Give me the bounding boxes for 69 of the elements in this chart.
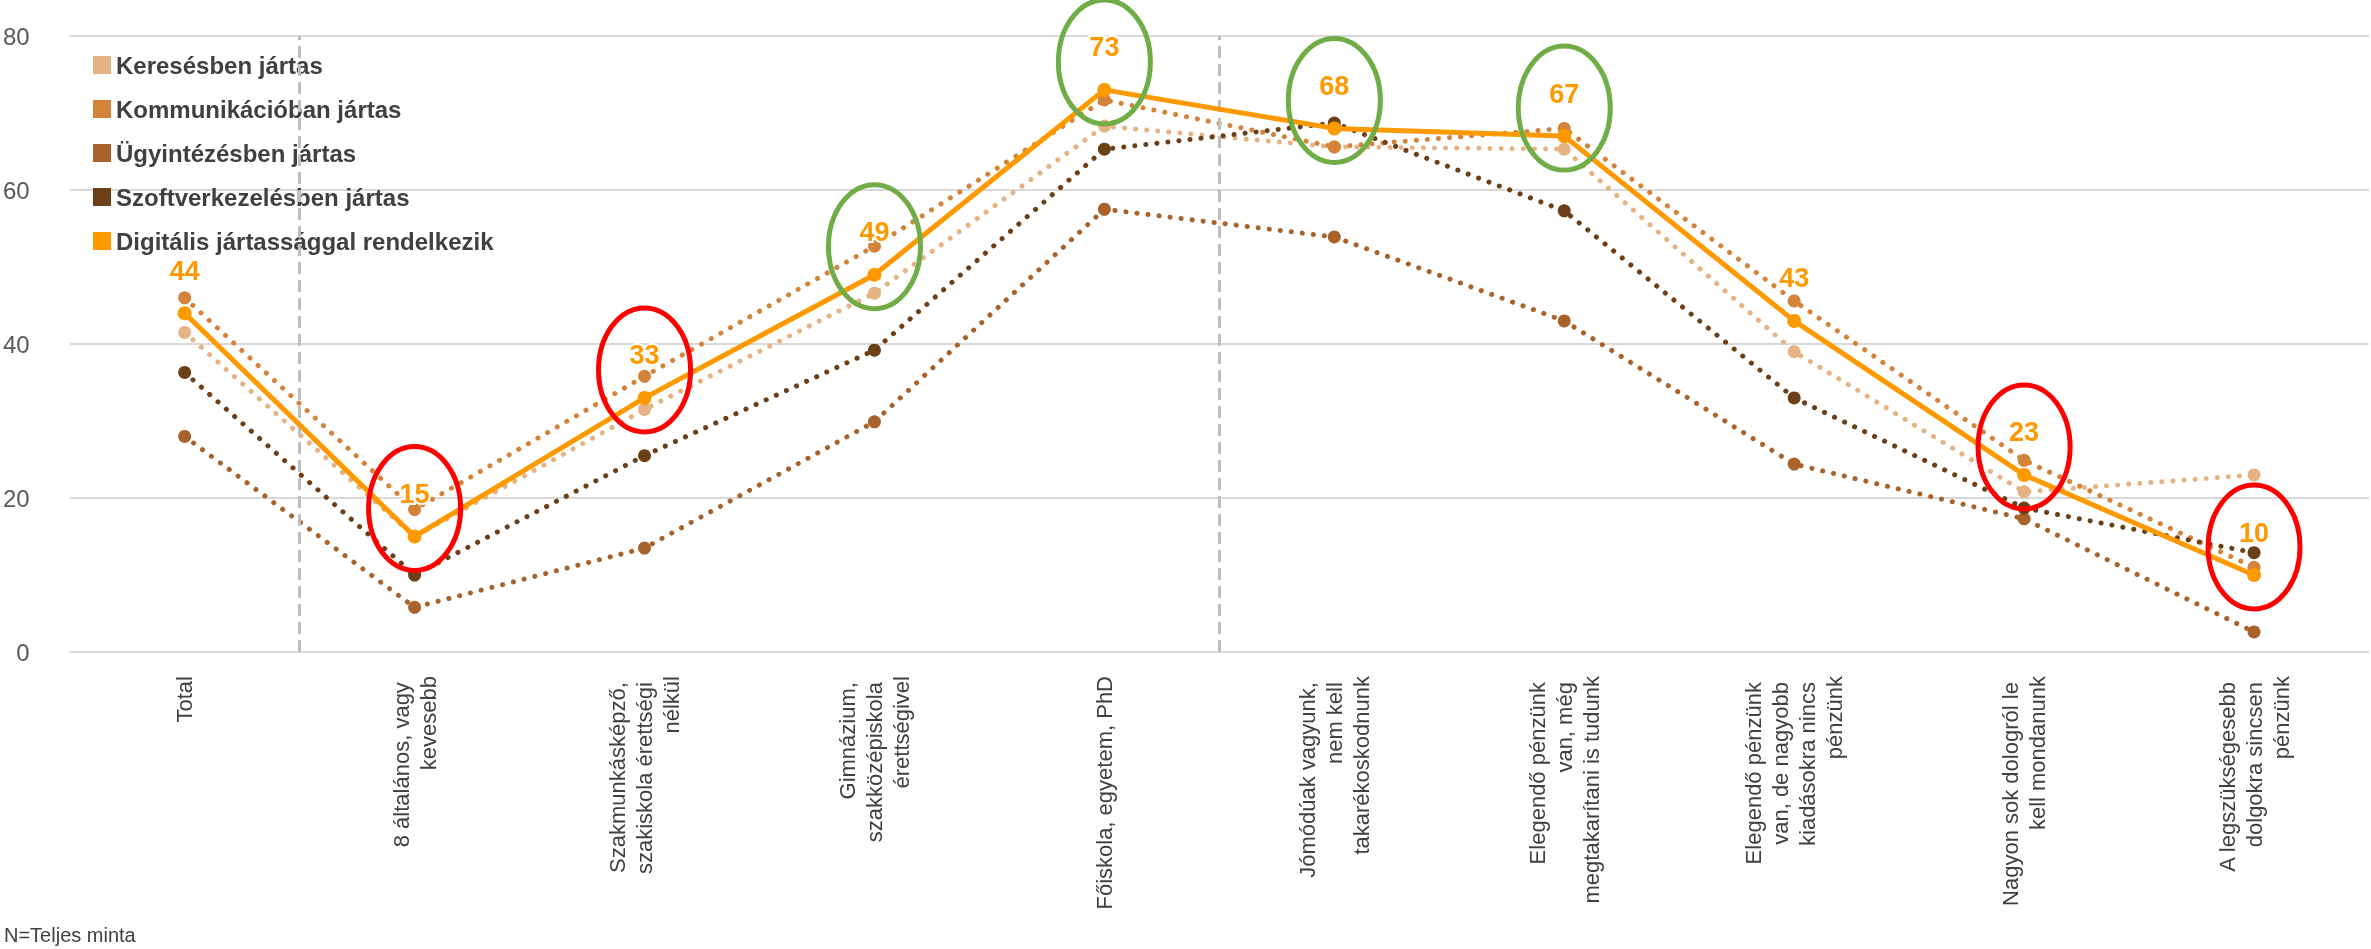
point [1327,121,1342,136]
legend-label: Digitális jártassággal rendelkezik [116,227,495,255]
x-tick-label: 8 általános, vagy kevesebb [388,676,441,848]
point [2017,512,2031,526]
point [2017,485,2031,499]
legend-label: Ügyintézésben jártas [116,139,357,167]
data-label: 73 [1089,32,1120,63]
y-tick-label: 80 [2,22,30,50]
data-label: 15 [399,479,430,509]
data-label: 23 [2009,417,2040,448]
x-tick-label: Nagyon sok dologról le kell mondanunk [1998,675,2051,906]
point [2247,568,2262,582]
data-label: 44 [169,255,200,286]
point [867,267,882,282]
data-label: 10 [2239,517,2270,548]
data-label: 49 [859,217,890,248]
point [1787,391,1801,405]
point [638,541,652,555]
x-tick-label: Elegendő pénzünk van, még megtakarítani is tudunk [1524,675,1604,904]
point [178,429,192,443]
point [1787,294,1801,308]
point [1097,202,1111,216]
point [1787,313,1802,328]
legend-label: Keresésben jártas [116,51,323,79]
point [638,369,652,383]
point [867,343,881,357]
x-tick-label: Total [172,676,198,723]
point [178,325,192,339]
point [637,390,652,405]
point [867,415,881,429]
y-tick-label: 40 [2,330,30,358]
x-tick-label: Elegendő pénzünk van, de nagyobb kiadásokra nincs pénzünk [1741,675,1848,865]
point [2247,546,2261,560]
y-tick-label: 20 [2,484,30,512]
point [408,600,422,614]
point [1327,230,1341,244]
data-label: 33 [629,340,660,371]
point [408,503,422,517]
point [1557,204,1571,218]
point [867,286,881,300]
point [1557,129,1572,144]
data-label: 43 [1779,263,1810,294]
x-tick-label: Gimnázium, szakközépiskola érettségivel [834,676,914,843]
point [638,402,652,416]
legend-label: Szoftverkezelésben jártas [116,183,410,211]
point [1097,142,1111,156]
point [178,291,192,305]
point [1787,345,1801,359]
x-tick-label: Szakmunkásképző, szakiskola érettségi nélkül [605,676,685,875]
point [2247,625,2261,639]
point [1787,457,1801,471]
point [2017,453,2031,467]
point [177,306,192,321]
point [1557,142,1571,156]
y-tick-label: 0 [16,638,30,666]
x-tick-label: A legszükségesebb dolgokra sincsen pénzünk [2214,675,2294,872]
point [2017,467,2032,482]
y-tick-label: 60 [2,176,30,204]
data-label: 68 [1319,70,1350,101]
point [1557,314,1571,328]
point [2247,468,2261,482]
legend-label: Kommunikációban jártas [116,95,402,123]
point [1097,82,1112,97]
x-tick-label: Főiskola, egyetem, PhD [1091,676,1117,910]
data-label: 67 [1549,78,1580,109]
point [178,365,192,379]
point [638,449,652,463]
x-tick-label: Jómódúak vagyunk, nem kell takarékoskodnunk [1294,675,1374,878]
text: N=Teljes minta [4,924,136,947]
